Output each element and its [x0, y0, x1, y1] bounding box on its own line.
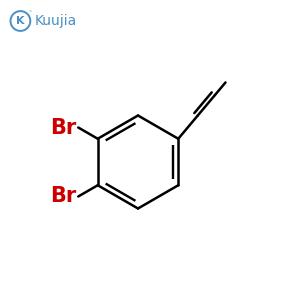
Text: Kuujia: Kuujia: [35, 14, 77, 28]
Text: Br: Br: [50, 187, 77, 206]
Text: K: K: [16, 16, 25, 26]
Text: Br: Br: [50, 118, 77, 137]
Text: °: °: [29, 10, 32, 15]
